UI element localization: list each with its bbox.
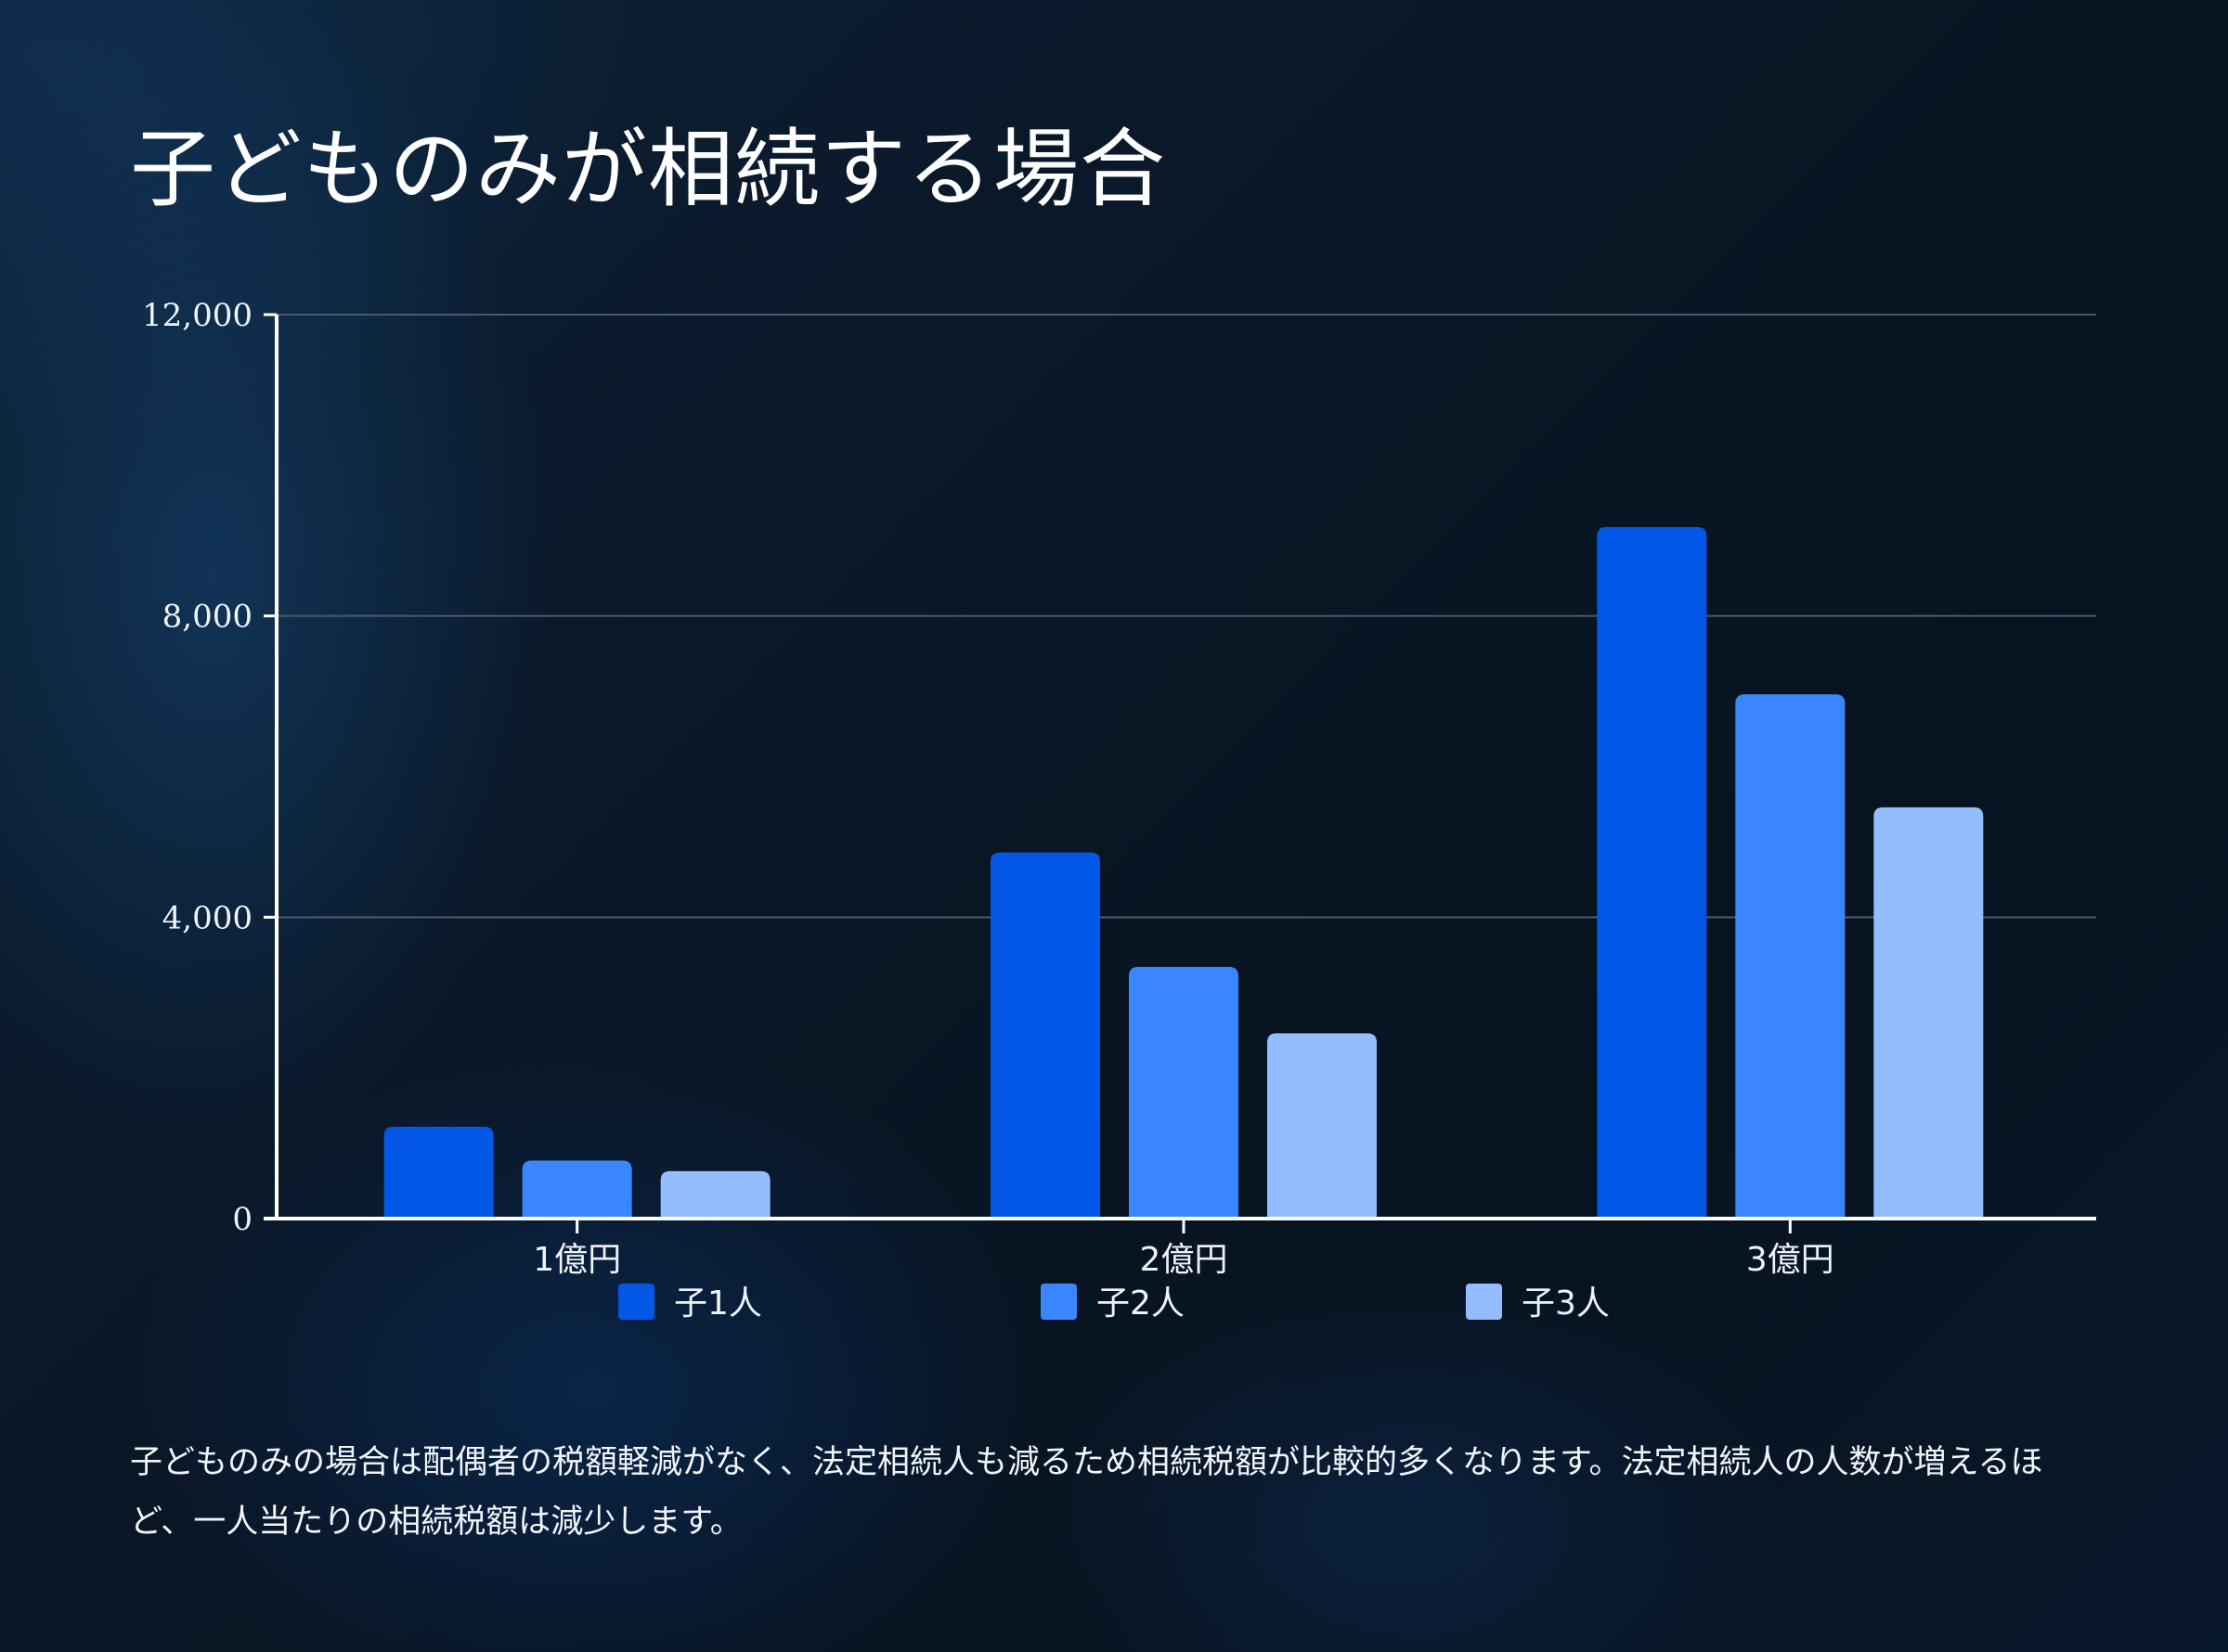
page-title: 子どものみが相続する場合 xyxy=(130,120,1167,219)
bar-1-2 xyxy=(991,852,1100,1219)
bar-3-1 xyxy=(660,1170,771,1219)
bar-2-3 xyxy=(1735,694,1846,1219)
category-label: 1億円 xyxy=(533,1241,621,1279)
chart-description: 子どものみの場合は配偶者の税額軽減がなく、法定相続人も減るため相続税額が比較的多… xyxy=(130,1444,2043,1541)
y-tick-label: 0 xyxy=(232,1201,253,1238)
legend-swatch xyxy=(1041,1284,1077,1320)
bar-chart: 0 4,000 8,000 12,000 1億円 2億円 3億円 子1人 子2人 子3人 xyxy=(142,297,2096,1323)
y-tick-label: 8,000 xyxy=(162,599,253,636)
bar-1-3 xyxy=(1597,526,1707,1219)
category-label: 3億円 xyxy=(1746,1241,1834,1279)
category-labels: 1億円 2億円 3億円 xyxy=(533,1241,1834,1279)
legend-label: 子1人 xyxy=(674,1284,762,1323)
bar-2-1 xyxy=(522,1160,632,1219)
legend-label: 子2人 xyxy=(1096,1284,1185,1323)
legend: 子1人 子2人 子3人 xyxy=(618,1284,1610,1323)
legend-label: 子3人 xyxy=(1522,1284,1610,1323)
category-label: 2億円 xyxy=(1140,1241,1228,1279)
y-tick-label: 12,000 xyxy=(142,297,253,334)
bar-3-3 xyxy=(1873,807,1984,1219)
bar-2-2 xyxy=(1129,966,1238,1219)
y-tick-label: 4,000 xyxy=(162,899,253,936)
y-tick-labels: 0 4,000 8,000 12,000 xyxy=(142,297,253,1238)
axes xyxy=(264,313,2096,1233)
bar-1-1 xyxy=(383,1126,494,1219)
legend-swatch xyxy=(618,1284,654,1320)
bars xyxy=(383,526,1984,1219)
legend-swatch xyxy=(1466,1284,1502,1320)
bar-3-2 xyxy=(1267,1033,1377,1219)
